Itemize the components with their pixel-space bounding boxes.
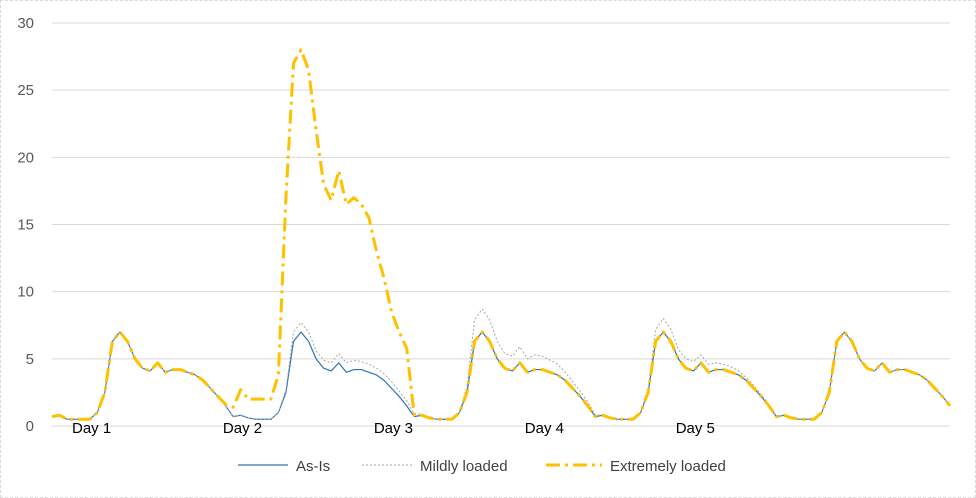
legend-label: Extremely loaded [610,458,726,475]
x-tick-label: Day 3 [374,420,413,437]
series-line-extremely-loaded [51,48,952,421]
y-tick-label: 25 [17,82,34,99]
y-axis-ticks: 0 5 10 15 20 25 30 [17,15,34,435]
x-tick-label: Day 4 [525,420,564,437]
x-tick-label: Day 2 [223,420,262,437]
x-tick-label: Day 5 [676,420,715,437]
series-lines [51,48,952,421]
legend: As-Is Mildly loaded Extremely loaded [238,458,726,475]
y-tick-label: 5 [26,351,34,368]
gridlines [52,22,950,427]
y-tick-label: 10 [17,284,34,301]
y-tick-label: 0 [26,418,34,435]
y-tick-label: 15 [17,217,34,234]
x-tick-label: Day 1 [72,420,111,437]
legend-label: As-Is [296,458,330,475]
series-line-mildly-loaded [51,308,951,420]
legend-label: Mildly loaded [420,458,508,475]
x-axis-day-labels: Day 1 Day 2 Day 3 Day 4 Day 5 [72,420,715,437]
y-tick-label: 30 [17,15,34,32]
series-line-as-is [51,331,951,420]
y-tick-label: 20 [17,149,34,166]
